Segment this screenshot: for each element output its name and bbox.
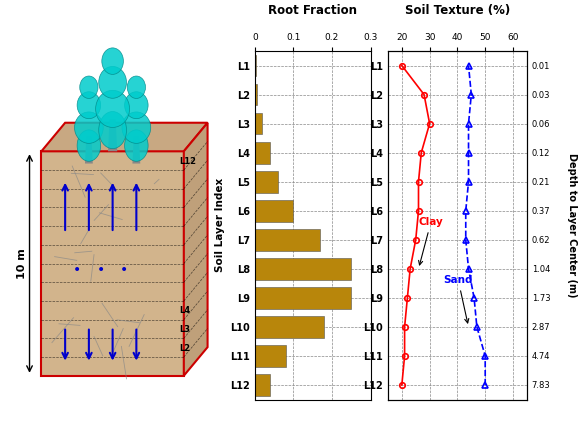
Ellipse shape: [80, 76, 98, 99]
Text: L3: L3: [179, 325, 190, 334]
Polygon shape: [42, 151, 184, 376]
Ellipse shape: [77, 130, 101, 162]
Text: 10 m: 10 m: [17, 248, 27, 279]
Ellipse shape: [99, 66, 126, 98]
Y-axis label: Soil Layer Index: Soil Layer Index: [215, 178, 225, 272]
Y-axis label: Depth to Layer Center (m): Depth to Layer Center (m): [567, 153, 577, 298]
Ellipse shape: [99, 111, 126, 149]
Polygon shape: [42, 123, 207, 151]
Text: •: •: [120, 263, 129, 277]
Title: Root Fraction: Root Fraction: [268, 3, 357, 17]
Bar: [255, 171, 278, 193]
Bar: [255, 229, 320, 251]
Ellipse shape: [102, 48, 123, 74]
Ellipse shape: [96, 90, 130, 128]
Bar: [255, 200, 294, 221]
Polygon shape: [184, 123, 207, 376]
Bar: [255, 374, 270, 396]
Title: Soil Texture (%): Soil Texture (%): [405, 3, 510, 17]
Bar: [255, 345, 285, 367]
Bar: [255, 142, 270, 164]
Polygon shape: [133, 136, 140, 164]
Ellipse shape: [124, 130, 148, 162]
Text: Clay: Clay: [419, 217, 444, 265]
Ellipse shape: [124, 92, 148, 119]
Bar: [255, 84, 256, 105]
Ellipse shape: [127, 76, 145, 99]
Text: L2: L2: [179, 344, 190, 353]
Ellipse shape: [75, 112, 103, 143]
Text: L4: L4: [179, 306, 190, 315]
Bar: [255, 258, 351, 280]
Bar: [255, 316, 324, 338]
Text: •: •: [97, 263, 105, 277]
Text: Sand: Sand: [444, 275, 473, 323]
Polygon shape: [108, 119, 117, 151]
Polygon shape: [85, 136, 93, 164]
Ellipse shape: [77, 92, 101, 119]
Text: •: •: [73, 263, 81, 277]
Bar: [255, 113, 262, 134]
Bar: [255, 287, 351, 309]
Text: L12: L12: [179, 157, 196, 166]
Ellipse shape: [122, 112, 151, 143]
